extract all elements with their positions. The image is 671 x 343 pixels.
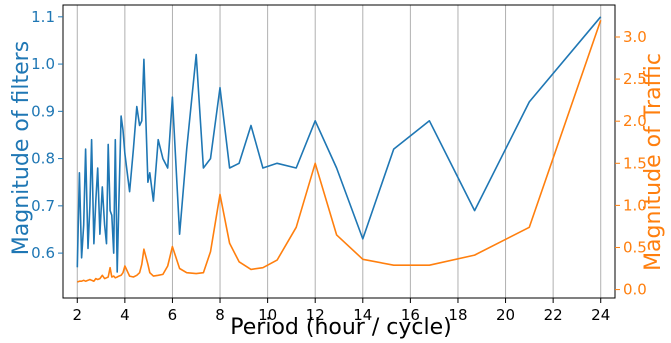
y-right-tick-label-0.5: 0.5 xyxy=(623,238,647,256)
y-right-tick-label-1.5: 1.5 xyxy=(623,154,647,172)
x-tick-label-8: 8 xyxy=(215,306,225,324)
y-axis-left-title: Magnitude of filters xyxy=(9,41,34,255)
x-axis-title: Period (hour / cycle) xyxy=(230,315,451,340)
series-line-filters xyxy=(76,16,602,273)
axis-titles: Period (hour / cycle) Magnitude of filte… xyxy=(9,41,666,340)
y-left-tick-label-0.9: 0.9 xyxy=(31,102,55,120)
y-right-tick-label-2.0: 2.0 xyxy=(623,112,647,130)
y-right-tick-label-2.5: 2.5 xyxy=(623,70,647,88)
tick-marks-and-labels: 2 4 6 8 10 12 14 16 18 20 22 240.60.70.80.91.01.10.… xyxy=(31,8,647,324)
y-right-tick-label-0.0: 0.0 xyxy=(623,281,647,299)
x-tick-label-12: 12 xyxy=(306,306,325,324)
x-tick-label-16: 16 xyxy=(401,306,420,324)
series-line-traffic xyxy=(77,19,602,283)
y-left-tick-label-0.7: 0.7 xyxy=(31,197,55,215)
y-left-tick-label-1.0: 1.0 xyxy=(31,55,55,73)
y-right-tick-label-1.0: 1.0 xyxy=(623,196,647,214)
x-tick-label-2: 2 xyxy=(73,306,83,324)
axes xyxy=(62,4,616,299)
vertical-gridlines xyxy=(76,5,602,298)
x-tick-label-14: 14 xyxy=(353,306,372,324)
y-left-tick-label-0.8: 0.8 xyxy=(31,150,55,168)
x-tick-label-6: 6 xyxy=(168,306,178,324)
plot-frame xyxy=(62,4,616,299)
x-tick-label-4: 4 xyxy=(120,306,130,324)
y-right-tick-label-3.0: 3.0 xyxy=(623,28,647,46)
series-lines xyxy=(76,16,602,283)
y-left-tick-label-1.1: 1.1 xyxy=(31,8,55,26)
x-tick-label-24: 24 xyxy=(591,306,610,324)
x-tick-label-20: 20 xyxy=(496,306,515,324)
y-axis-right-title: Magnitude of Traffic xyxy=(641,53,666,271)
x-tick-label-10: 10 xyxy=(258,306,277,324)
y-left-tick-label-0.6: 0.6 xyxy=(31,244,55,262)
x-tick-label-18: 18 xyxy=(448,306,467,324)
x-tick-label-22: 22 xyxy=(544,306,563,324)
